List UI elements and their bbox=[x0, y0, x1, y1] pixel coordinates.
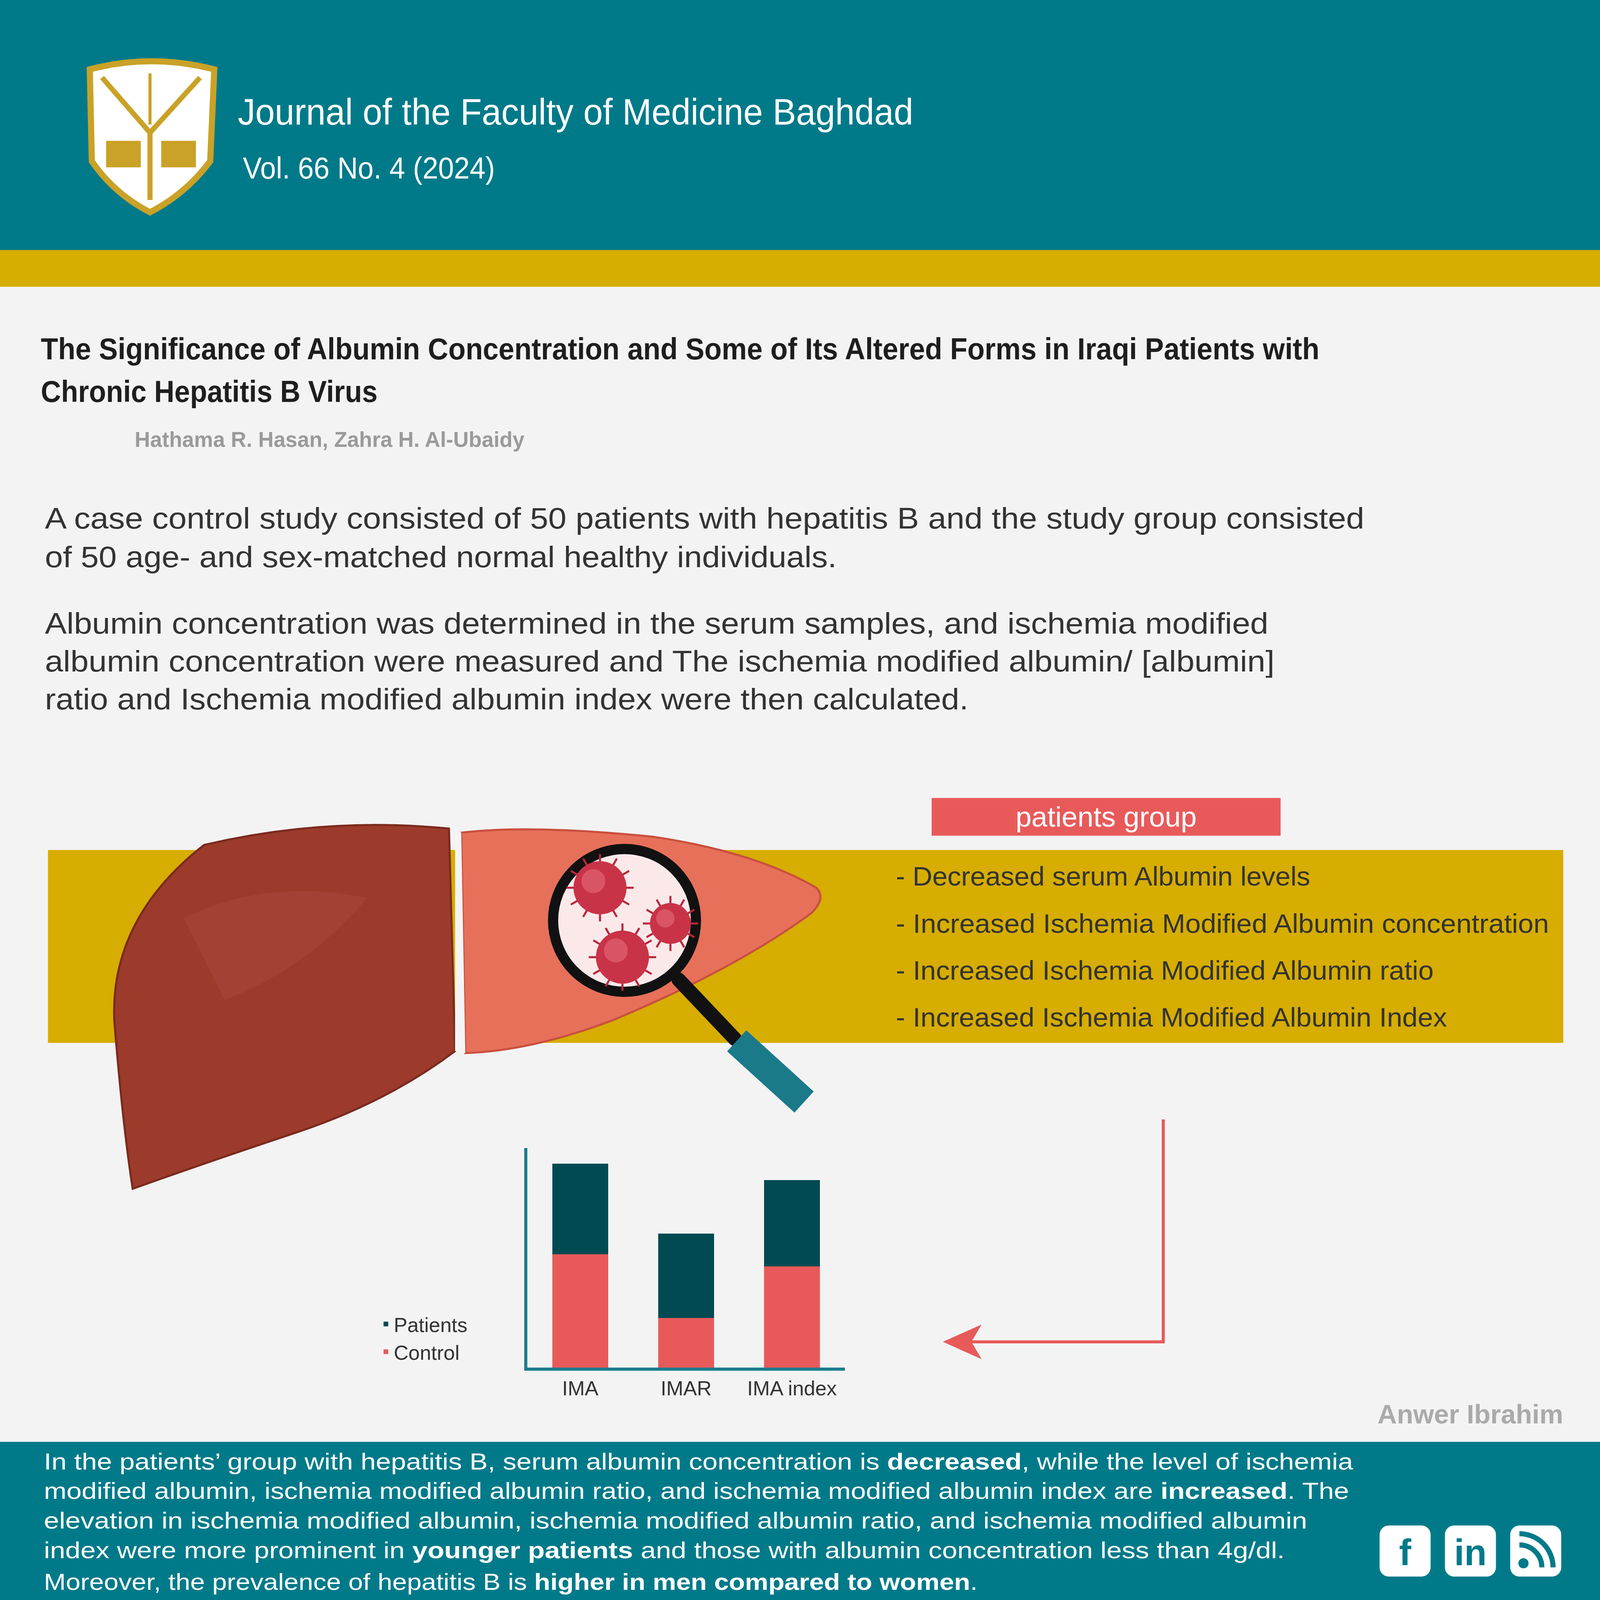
svg-text:- Increased Ischemia Modified: - Increased Ischemia Modified Albumin In… bbox=[896, 1002, 1448, 1033]
svg-text:modified albumin, ischemia mod: modified albumin, ischemia modified albu… bbox=[43, 1477, 1349, 1504]
svg-text:index were more prominent in y: index were more prominent in younger pat… bbox=[43, 1537, 1285, 1564]
svg-text:Control: Control bbox=[393, 1341, 460, 1364]
svg-text:Hathama R. Hasan, Zahra H. Al-: Hathama R. Hasan, Zahra H. Al-Ubaidy bbox=[134, 427, 525, 452]
svg-text:elevation in ischemia modified: elevation in ischemia modified albumin, … bbox=[43, 1507, 1308, 1534]
svg-text:Chronic Hepatitis B Virus: Chronic Hepatitis B Virus bbox=[40, 374, 378, 409]
svg-text:ratio and Ischemia modified al: ratio and Ischemia modified albumin inde… bbox=[44, 682, 969, 716]
svg-text:IMA index: IMA index bbox=[747, 1376, 837, 1400]
svg-text:- Increased Ischemia Modified: - Increased Ischemia Modified Albumin ra… bbox=[896, 955, 1434, 986]
svg-text:A case control study consisted: A case control study consisted of 50 pat… bbox=[44, 501, 1365, 535]
svg-text:Albumin concentration was dete: Albumin concentration was determined in … bbox=[44, 606, 1269, 640]
svg-text:Anwer Ibrahim: Anwer Ibrahim bbox=[1377, 1399, 1564, 1429]
svg-text:in: in bbox=[1453, 1532, 1487, 1574]
svg-text:Moreover, the prevalence of he: Moreover, the prevalence of hepatitis B … bbox=[43, 1568, 978, 1595]
svg-text:albumin concentration were mea: albumin concentration were measured and … bbox=[44, 644, 1275, 678]
svg-text:In the patients’ group with he: In the patients’ group with hepatitis B,… bbox=[43, 1448, 1354, 1475]
svg-text:Patients: Patients bbox=[393, 1313, 468, 1336]
svg-text:of 50 age- and sex-matched nor: of 50 age- and sex-matched normal health… bbox=[44, 540, 837, 574]
svg-text:The Significance of Albumin Co: The Significance of Albumin Concentratio… bbox=[40, 331, 1320, 367]
svg-text:patients group: patients group bbox=[1015, 800, 1197, 833]
svg-text:- Decreased serum Albumin leve: - Decreased serum Albumin levels bbox=[896, 861, 1311, 892]
svg-text:f: f bbox=[1398, 1532, 1412, 1574]
svg-text:IMA: IMA bbox=[562, 1376, 599, 1400]
svg-text:Journal of the Faculty of Medi: Journal of the Faculty of Medicine Baghd… bbox=[237, 91, 914, 133]
svg-text:- Increased Ischemia Modified: - Increased Ischemia Modified Albumin co… bbox=[896, 908, 1550, 939]
svg-text:Vol. 66 No. 4 (2024): Vol. 66 No. 4 (2024) bbox=[242, 150, 495, 186]
svg-text:IMAR: IMAR bbox=[660, 1376, 713, 1400]
